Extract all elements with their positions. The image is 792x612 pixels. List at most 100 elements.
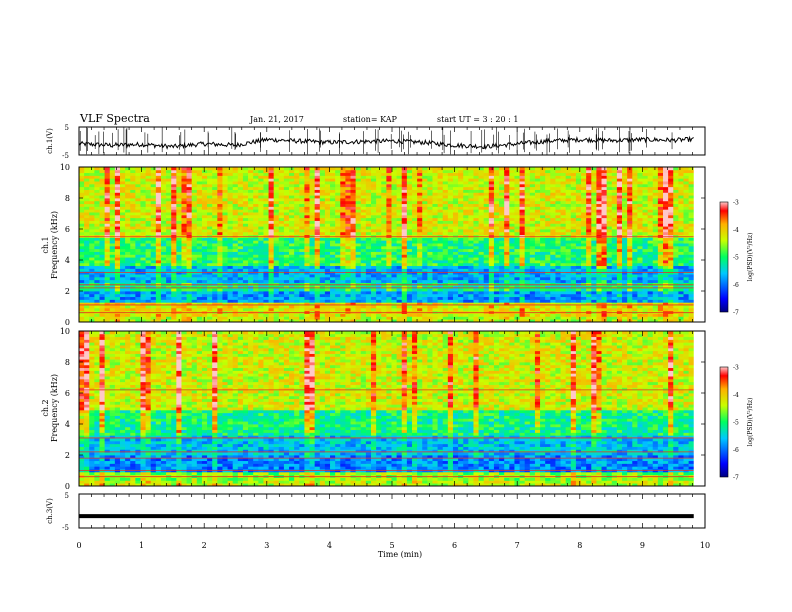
spectrogram-cell: [109, 248, 116, 252]
spectrogram-cell: [483, 248, 490, 252]
spectrogram-cell: [150, 231, 157, 236]
spectrogram-cell: [688, 302, 695, 306]
spectrogram-cell: [534, 316, 541, 320]
spectrogram-cell: [663, 299, 669, 303]
spectrogram-cell: [340, 285, 346, 289]
spectrogram-cell: [140, 212, 146, 216]
spectrogram-cell: [657, 240, 664, 244]
spectrogram-cell: [478, 245, 485, 250]
spectrogram-cell: [125, 305, 131, 309]
spectrogram-cell: [627, 220, 633, 224]
spectrogram-cell: [550, 217, 556, 221]
spectrogram-cell: [109, 276, 116, 281]
spectrogram-cell: [647, 265, 654, 269]
spectrogram-cell: [365, 212, 372, 216]
spectrogram-cell: [212, 268, 218, 272]
spectrogram-cell: [314, 262, 321, 267]
spectrogram-cell: [273, 293, 280, 298]
spectrogram-cell: [581, 279, 587, 283]
spectrogram-cell: [125, 299, 131, 303]
spectrogram-cell: [212, 274, 218, 278]
spectrogram-cell: [283, 212, 290, 216]
spectrogram-cell: [135, 313, 141, 317]
spectrogram-cell: [668, 285, 674, 289]
spectrogram-cell: [222, 296, 228, 300]
spectrogram-cell: [575, 293, 582, 298]
spectrogram-cell: [84, 265, 90, 269]
spectrogram-cell: [94, 229, 100, 233]
spectrogram-cell: [560, 223, 567, 227]
spectrogram-cell: [309, 243, 316, 247]
spectrogram-cell: [391, 251, 398, 255]
spectrogram-cell: [222, 245, 228, 250]
spectrogram-cell: [114, 206, 121, 210]
spectrogram-cell: [324, 237, 331, 241]
spectrogram-cell: [207, 212, 213, 216]
spectrogram-cell: [125, 214, 131, 219]
spectrogram-cell: [468, 212, 474, 216]
spectrogram-cell: [335, 262, 341, 267]
spectrogram-cell: [109, 262, 116, 267]
spectrogram-cell: [596, 245, 602, 250]
spectrogram-cell: [611, 293, 618, 298]
spectrogram-cell: [668, 265, 674, 269]
spectrogram-cell: [376, 274, 382, 278]
spectrogram-cell: [401, 212, 408, 216]
spectrogram-cell: [524, 234, 531, 238]
spectrogram-cell: [596, 271, 602, 275]
spectrogram-cell: [324, 299, 331, 303]
spectrogram-cell: [601, 265, 608, 269]
spectrogram-cell: [411, 276, 418, 281]
spectrogram-cell: [268, 248, 275, 252]
spectrogram-cell: [273, 316, 280, 320]
spectrogram-cell: [591, 293, 597, 298]
spectrogram-cell: [647, 282, 654, 286]
spectrogram-cell: [155, 231, 162, 236]
spectrogram-cell: [335, 257, 341, 261]
spectrogram-cell: [314, 299, 321, 303]
spectrogram-cell: [258, 260, 264, 264]
spectrogram-cell: [427, 293, 433, 298]
spectrogram-cell: [79, 271, 85, 275]
spectrogram-cell: [514, 293, 520, 298]
spectrogram-cell: [427, 305, 433, 309]
spectrogram-cell: [99, 268, 106, 272]
spectrogram-cell: [581, 276, 587, 281]
spectrogram-cell: [371, 274, 377, 278]
spectrogram-cell: [345, 316, 351, 320]
spectrogram-cell: [611, 313, 618, 317]
spectrogram-cell: [504, 265, 510, 269]
spectrogram-cell: [350, 293, 357, 298]
spectrogram-cell: [688, 288, 695, 292]
spectrogram-cell: [514, 279, 520, 283]
spectrogram-cell: [463, 245, 469, 250]
spectrogram-cell: [365, 229, 372, 233]
spectrogram-cell: [447, 226, 454, 230]
spectrogram-cell: [575, 245, 582, 250]
spectrogram-cell: [360, 299, 367, 303]
spectrogram-cell: [565, 231, 572, 236]
spectrogram-cell: [258, 268, 264, 272]
spectrogram-cell: [483, 299, 490, 303]
spectrogram-cell: [227, 248, 234, 252]
spectrogram-cell: [545, 285, 551, 289]
spectrogram-cell: [109, 271, 116, 275]
spectrogram-cell: [396, 274, 403, 278]
spectrogram-cell: [222, 212, 228, 216]
spectrogram-cell: [253, 220, 259, 224]
spectrogram-cell: [130, 288, 136, 292]
spectrogram-cell: [447, 229, 454, 233]
spectrogram-cell: [652, 313, 659, 317]
spectrogram-cell: [391, 302, 398, 306]
spectrogram-cell: [468, 276, 474, 281]
spectrogram-cell: [258, 243, 264, 247]
spectrogram-cell: [176, 299, 182, 303]
spectrogram-cell: [191, 243, 198, 247]
spectrogram-cell: [555, 282, 561, 286]
spectrogram-cell: [616, 299, 623, 303]
spectrogram-cell: [258, 316, 264, 320]
spectrogram-cell: [104, 296, 111, 300]
spectrogram-cell: [335, 307, 341, 312]
spectrogram-cell: [227, 274, 234, 278]
ch1-spectrogram-cells: [79, 167, 705, 323]
